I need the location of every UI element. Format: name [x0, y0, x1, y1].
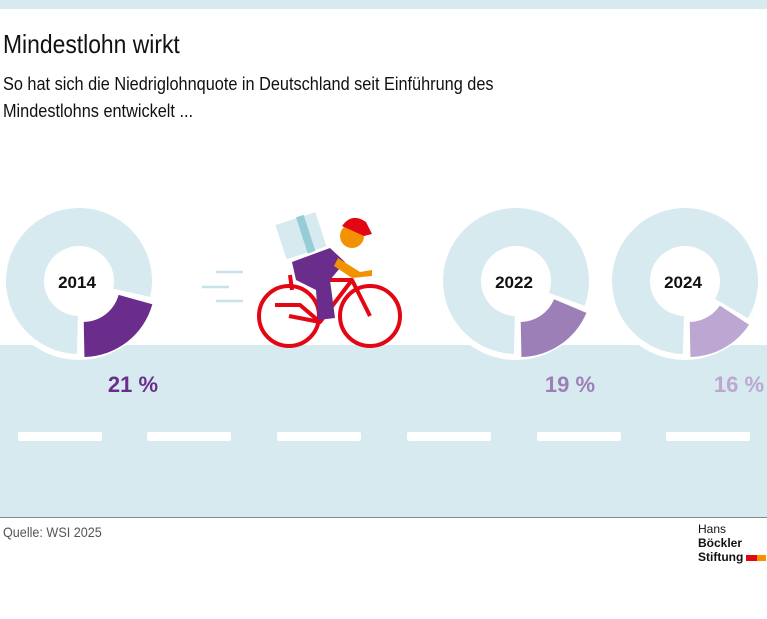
donut-value-label: 19 %	[545, 372, 595, 397]
donut-value-label: 21 %	[108, 372, 158, 397]
logo-text: Stiftung	[698, 550, 744, 564]
road-dash	[277, 432, 361, 441]
road-dash	[537, 432, 621, 441]
donut-year-label: 2014	[58, 273, 96, 292]
road-dash	[18, 432, 102, 441]
subtitle: So hat sich die Niedriglohnquote in Deut…	[3, 73, 494, 121]
road	[0, 345, 767, 517]
logo: Hans Böckler Stiftung	[698, 522, 767, 564]
donut-value-slice	[520, 299, 587, 357]
donut-rest-slice	[5, 208, 152, 354]
donut-value-slice	[689, 305, 750, 357]
cyclist-icon	[257, 212, 402, 348]
donut-charts: 2014 21 % 2022 19 % 2024 16 %	[0, 202, 764, 397]
road-dash	[666, 432, 750, 441]
donut-rest-slice	[443, 208, 589, 354]
donut-year-label: 2022	[495, 273, 533, 292]
top-bar	[0, 0, 767, 9]
donut-value-slice	[83, 294, 153, 357]
road-dash	[147, 432, 231, 441]
donut-value-label: 16 %	[714, 372, 764, 397]
speed-lines-icon	[202, 270, 243, 303]
donut-rest-slice	[612, 208, 759, 354]
source-note: Quelle: WSI 2025	[3, 524, 102, 540]
road-markings	[18, 432, 750, 441]
page-title: Mindestlohn wirkt	[3, 29, 180, 59]
logo-text: Böckler	[698, 536, 743, 550]
logo-text: Hans	[698, 522, 727, 536]
logo-bar-icon	[746, 554, 767, 561]
road-dash	[407, 432, 491, 441]
donut-year-label: 2024	[664, 273, 702, 292]
